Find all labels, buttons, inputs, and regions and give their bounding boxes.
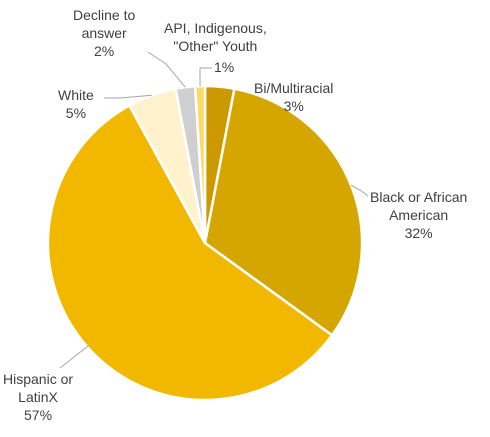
label-line: Black or African xyxy=(370,189,468,205)
data-label-hispanic-or-latinx: Hispanic or LatinX 57% xyxy=(3,370,73,424)
value-label: 3% xyxy=(283,98,304,114)
value-label: 32% xyxy=(404,225,433,241)
pie-slice xyxy=(203,87,364,337)
data-label-bi-multiracial: Bi/Multiracial 3% xyxy=(254,79,333,115)
value-label: 1% xyxy=(214,59,235,75)
value-label: 5% xyxy=(65,105,87,121)
pie-slices xyxy=(46,84,364,402)
label-line: "Other" Youth xyxy=(173,38,258,54)
leader-line xyxy=(59,345,90,369)
label-line: Bi/Multiracial xyxy=(254,80,334,96)
label-line: LatinX xyxy=(18,389,58,405)
label-line: Hispanic or xyxy=(3,371,74,387)
value-label: 2% xyxy=(94,43,115,59)
label-line: answer xyxy=(81,25,127,41)
leader-line xyxy=(104,94,152,99)
leader-line xyxy=(350,184,369,197)
data-label-api-indigenous-other-youth-value: 1% xyxy=(214,58,234,76)
label-line: American xyxy=(389,207,449,223)
leader-line xyxy=(147,51,186,88)
data-label-api-indigenous-other-youth: API, Indigenous, "Other" Youth xyxy=(164,19,267,55)
label-line: Decline to xyxy=(73,7,136,23)
data-label-white: White 5% xyxy=(58,86,94,122)
label-line: API, Indigenous, xyxy=(164,20,267,36)
leader-line xyxy=(199,67,212,87)
data-label-decline-to-answer: Decline to answer 2% xyxy=(73,6,135,60)
data-label-black-or-african-american: Black or African American 32% xyxy=(370,188,467,242)
label-line: White xyxy=(58,87,94,103)
value-label: 57% xyxy=(24,407,53,423)
leader-lines xyxy=(59,51,369,369)
